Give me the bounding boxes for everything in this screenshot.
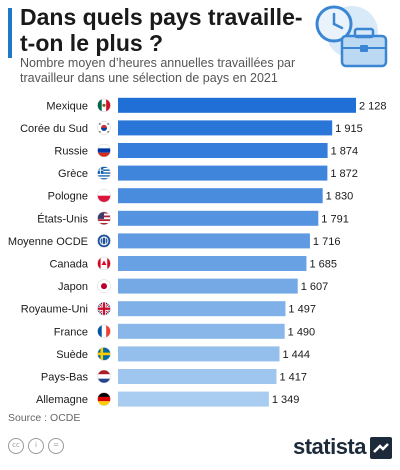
germany-flag-icon bbox=[97, 392, 111, 406]
category-label: Pologne bbox=[48, 191, 88, 203]
value-label: 1 607 bbox=[301, 281, 329, 293]
license-icons: cc i = bbox=[8, 438, 64, 454]
bar bbox=[118, 256, 307, 271]
bar bbox=[118, 188, 323, 204]
value-label: 1 915 bbox=[335, 123, 363, 135]
bar-chart: Mexique 2 128 Corée du Sud 1 915 Russie 1 874… bbox=[0, 88, 400, 408]
bar-row: Canada 1 685 bbox=[49, 256, 337, 271]
category-label: Canada bbox=[49, 259, 88, 271]
category-label: Allemagne bbox=[36, 394, 88, 406]
bar-row: Royaume-Uni 1 497 bbox=[21, 301, 316, 317]
usa-flag-icon bbox=[97, 211, 111, 226]
bar-row: Mexique 2 128 bbox=[46, 97, 387, 113]
title-accent-bar bbox=[8, 8, 12, 58]
value-label: 1 490 bbox=[288, 326, 316, 338]
bar bbox=[118, 369, 277, 384]
bar bbox=[118, 233, 310, 249]
value-label: 1 417 bbox=[279, 372, 307, 384]
brand-logo-text: statista bbox=[292, 434, 367, 459]
bar bbox=[118, 391, 269, 407]
bar bbox=[118, 120, 333, 136]
south-korea-flag-icon bbox=[97, 121, 111, 135]
value-label: 1 716 bbox=[313, 236, 341, 248]
category-label: Russie bbox=[54, 146, 88, 158]
uk-flag-icon bbox=[97, 301, 111, 316]
bar-row: Corée du Sud 1 915 bbox=[20, 120, 363, 136]
bar bbox=[118, 165, 328, 181]
category-label: Corée du Sud bbox=[20, 123, 88, 135]
category-label: Japon bbox=[58, 281, 88, 293]
bar bbox=[118, 143, 328, 158]
russia-flag-icon bbox=[97, 143, 111, 158]
value-label: 2 128 bbox=[359, 100, 387, 112]
value-label: 1 349 bbox=[272, 394, 300, 406]
mexico-flag-icon bbox=[97, 98, 111, 113]
bar bbox=[118, 278, 298, 294]
creative-commons-icon: cc bbox=[8, 438, 24, 454]
attribution-icon: i bbox=[28, 438, 44, 454]
category-label: États-Unis bbox=[37, 212, 88, 225]
bar-row: Moyenne OCDE 1 716 bbox=[8, 233, 341, 249]
value-label: 1 497 bbox=[288, 304, 316, 316]
netherlands-flag-icon bbox=[97, 369, 111, 384]
poland-flag-icon bbox=[97, 188, 111, 203]
bar bbox=[118, 346, 280, 362]
canada-flag-icon bbox=[97, 256, 111, 271]
no-derivatives-icon: = bbox=[48, 438, 64, 454]
category-label: Grèce bbox=[58, 168, 88, 180]
bar-row: Russie 1 874 bbox=[54, 143, 358, 158]
footer: cc i = statista bbox=[0, 430, 400, 470]
bar-row: États-Unis 1 791 bbox=[37, 210, 349, 226]
source-note: Source : OCDE bbox=[8, 412, 81, 424]
bar-chart-svg: Mexique 2 128 Corée du Sud 1 915 Russie 1 874… bbox=[8, 97, 387, 407]
bar-row: Pays-Bas 1 417 bbox=[41, 369, 307, 384]
france-flag-icon bbox=[97, 324, 111, 339]
category-label: Suède bbox=[56, 349, 88, 361]
chart-subtitle: Nombre moyen d’heures annuelles travaill… bbox=[20, 56, 296, 85]
bar bbox=[118, 323, 285, 339]
value-label: 1 685 bbox=[309, 259, 337, 271]
bar-row: France 1 490 bbox=[54, 323, 316, 339]
greece-flag-icon bbox=[97, 166, 111, 180]
bar bbox=[118, 301, 286, 317]
japan-flag-icon bbox=[97, 279, 111, 293]
value-label: 1 874 bbox=[331, 146, 359, 158]
category-label: Royaume-Uni bbox=[21, 304, 88, 316]
category-label: France bbox=[54, 326, 88, 338]
category-label: Mexique bbox=[46, 100, 88, 112]
bar bbox=[118, 97, 356, 113]
category-label: Pays-Bas bbox=[41, 372, 89, 384]
statista-logo-icon bbox=[370, 437, 392, 459]
bar bbox=[118, 210, 319, 226]
chart-title: Dans quels pays travaille-t-on le plus ? bbox=[20, 4, 303, 56]
bar-row: Japon 1 607 bbox=[58, 278, 329, 294]
value-label: 1 830 bbox=[326, 191, 354, 203]
bar-row: Allemagne 1 349 bbox=[36, 391, 300, 407]
sweden-flag-icon bbox=[97, 347, 111, 361]
clock-briefcase-illustration bbox=[315, 5, 388, 68]
bar-row: Grèce 1 872 bbox=[58, 165, 358, 181]
bar-row: Pologne 1 830 bbox=[48, 188, 354, 204]
value-label: 1 444 bbox=[283, 349, 311, 361]
value-label: 1 791 bbox=[321, 213, 349, 225]
value-label: 1 872 bbox=[330, 168, 358, 180]
category-label: Moyenne OCDE bbox=[8, 236, 88, 248]
oecd-icon bbox=[97, 234, 111, 248]
bar-row: Suède 1 444 bbox=[56, 346, 311, 362]
